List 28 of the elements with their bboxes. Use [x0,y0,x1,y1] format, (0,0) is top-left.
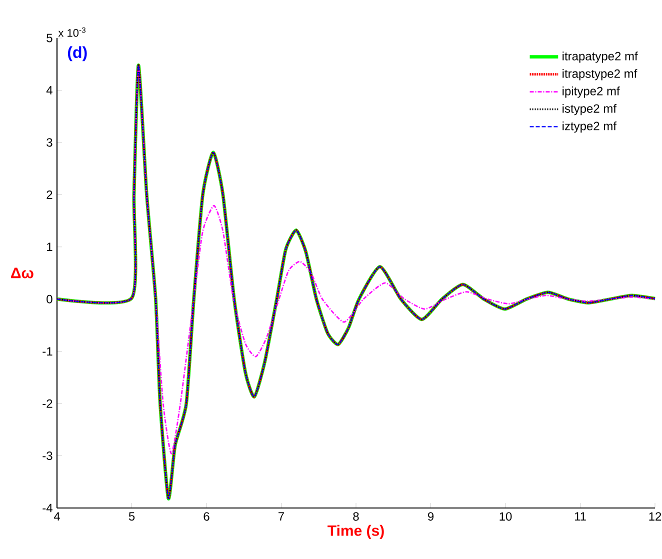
x-tick-label: 6 [204,512,210,521]
y-tick-label: 4 [46,86,52,94]
y-tick-label: -2 [42,399,52,408]
x-axis-title: Time (s) [328,524,384,539]
x-tick-label: 10 [500,512,512,521]
y-tick-label: 3 [46,138,52,147]
y-tick-label: 5 [46,34,52,42]
x-tick-label: 12 [649,512,662,521]
y-tick-label: -1 [42,347,52,356]
text: x 10$^{-3}$ [58,27,86,37]
x-tick-label: 5 [128,512,135,521]
y-tick-label: 2 [46,190,52,199]
legend-label: istype2 mf [562,104,617,116]
x-tick-label: 7 [278,512,284,520]
annotation: (d) [68,46,87,62]
legend-label: iztype2 mf [562,121,617,133]
x-tick-label: 11 [574,512,586,520]
y-axis-title: Δω [11,268,34,278]
y-tick-label: -3 [42,452,52,460]
x-tick-label: 4 [54,512,60,520]
legend-label: ipitype2 mf [562,86,620,98]
legend-label: itrapatype2 mf [562,52,638,63]
x-tick-label: 8 [353,512,359,521]
legend-label: itrapstype2 mf [562,69,638,80]
y-tick-label: 0 [46,294,52,304]
y-tick-label: -4 [42,504,52,512]
x-tick-label: 9 [428,512,434,521]
y-tick-label: 1 [47,242,52,252]
